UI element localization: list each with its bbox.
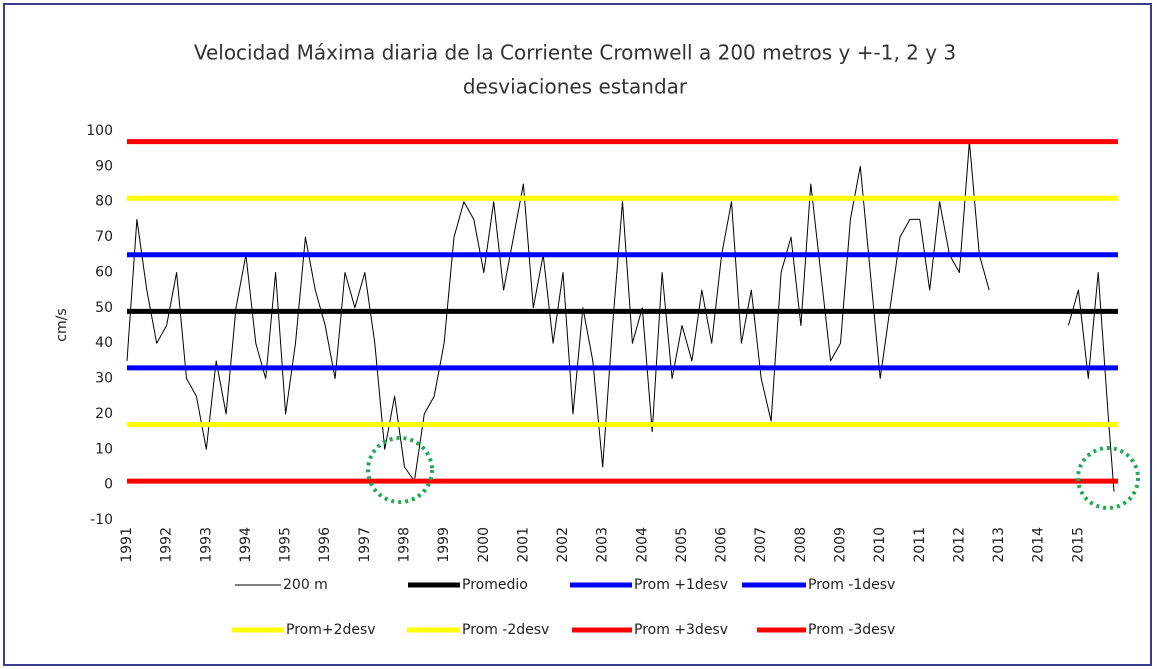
highlight-circle bbox=[1076, 446, 1140, 510]
x-tick-label: 1994 bbox=[238, 527, 254, 563]
y-tick-label: -10 bbox=[90, 512, 113, 528]
frame bbox=[3, 3, 1152, 666]
x-tick-label: 1993 bbox=[198, 527, 214, 563]
legend-label: Prom +1desv bbox=[634, 577, 728, 593]
x-tick-label: 2011 bbox=[912, 527, 928, 563]
chart-title: desviaciones estandar bbox=[463, 75, 688, 99]
x-tick-label: 2008 bbox=[793, 527, 809, 563]
y-tick-label: 70 bbox=[95, 229, 113, 245]
x-tick-label: 1995 bbox=[278, 527, 294, 563]
x-tick-label: 1997 bbox=[357, 527, 373, 563]
legend-label: Prom+2desv bbox=[286, 622, 376, 638]
legend-label: Prom -2desv bbox=[462, 622, 549, 638]
y-tick-label: 80 bbox=[95, 194, 113, 210]
x-tick-label: 1991 bbox=[119, 527, 135, 563]
x-tick-label: 2004 bbox=[634, 527, 650, 563]
x-tick-label: 1992 bbox=[159, 527, 175, 563]
y-tick-label: 90 bbox=[95, 158, 113, 174]
legend-label: Promedio bbox=[462, 577, 528, 593]
x-tick-label: 2001 bbox=[515, 527, 531, 563]
x-tick-label: 1996 bbox=[317, 527, 333, 563]
x-tick-label: 1998 bbox=[396, 527, 412, 563]
legend-label: Prom -1desv bbox=[808, 577, 895, 593]
highlight-circle bbox=[366, 436, 434, 504]
x-tick-label: 2014 bbox=[1031, 527, 1047, 563]
y-tick-label: 0 bbox=[104, 477, 113, 493]
y-tick-label: 50 bbox=[95, 300, 113, 316]
plot-area: -10 0 10 20 30 40 50 60 70 80 90 100 1991 1992 1993 199… bbox=[86, 123, 1118, 563]
x-tick-label: 2010 bbox=[872, 527, 888, 563]
x-tick-label: 2012 bbox=[951, 527, 967, 563]
y-axis-label: cm/s bbox=[54, 308, 70, 341]
y-tick-label: 40 bbox=[95, 335, 113, 351]
y-tick-label: 100 bbox=[86, 123, 113, 139]
x-tick-label: 2005 bbox=[674, 527, 690, 563]
x-tick-label: 2002 bbox=[555, 527, 571, 563]
y-tick-label: 10 bbox=[95, 441, 113, 457]
x-tick-label: 2003 bbox=[595, 527, 611, 563]
legend-label: 200 m bbox=[283, 577, 328, 593]
x-tick-label: 2013 bbox=[991, 527, 1007, 563]
x-tick-label: 2015 bbox=[1070, 527, 1086, 563]
x-tick-label: 2006 bbox=[714, 527, 730, 563]
x-tick-label: 2000 bbox=[476, 527, 492, 563]
legend-label: Prom -3desv bbox=[808, 622, 895, 638]
x-tick-label: 2009 bbox=[833, 527, 849, 563]
chart-title: Velocidad Máxima diaria de la Corriente … bbox=[194, 41, 956, 65]
y-tick-label: 60 bbox=[95, 264, 113, 280]
x-tick-label: 2007 bbox=[753, 527, 769, 563]
x-tick-label: 1999 bbox=[436, 527, 452, 563]
y-tick-label: 20 bbox=[95, 406, 113, 422]
legend-label: Prom +3desv bbox=[634, 622, 728, 638]
y-tick-label: 30 bbox=[95, 371, 113, 387]
